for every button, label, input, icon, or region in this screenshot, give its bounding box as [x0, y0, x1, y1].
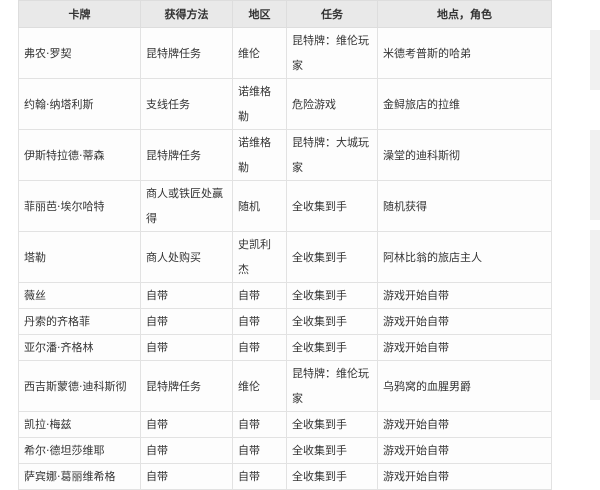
card-table: 卡牌 获得方法 地区 任务 地点，角色 弗农·罗契 昆特牌任务 维伦 昆特牌：维伦玩家…	[18, 0, 552, 490]
header-location: 地点，角色	[377, 0, 552, 28]
cell-location: 阿林比翁的旅店主人	[377, 231, 552, 283]
cell-region: 自带	[232, 463, 287, 490]
cell-card: 希尔·德坦莎维耶	[18, 437, 141, 464]
cell-location: 随机获得	[377, 180, 552, 232]
table-row: 约翰·纳塔利斯 支线任务 诺维格勒 危险游戏 金鲟旅店的拉维	[18, 78, 552, 130]
cell-location: 游戏开始自带	[377, 463, 552, 490]
table-row: 希尔·德坦莎维耶 自带 自带 全收集到手 游戏开始自带	[18, 437, 552, 464]
cell-card: 西吉斯蒙德·迪科斯彻	[18, 360, 141, 412]
cell-location: 游戏开始自带	[377, 308, 552, 335]
cell-card: 伊斯特拉德·蒂森	[18, 129, 141, 181]
cell-method: 昆特牌任务	[140, 129, 233, 181]
cell-method: 商人处购买	[140, 231, 233, 283]
cell-region: 史凯利杰	[232, 231, 287, 283]
cell-quest: 全收集到手	[286, 308, 378, 335]
cell-location: 乌鸦窝的血腥男爵	[377, 360, 552, 412]
cell-region: 自带	[232, 282, 287, 309]
cell-method: 昆特牌任务	[140, 360, 233, 412]
cell-quest: 全收集到手	[286, 282, 378, 309]
cell-card: 塔勒	[18, 231, 141, 283]
cell-region: 自带	[232, 308, 287, 335]
header-method: 获得方法	[140, 0, 233, 28]
table-row: 凯拉·梅兹 自带 自带 全收集到手 游戏开始自带	[18, 411, 552, 438]
cell-card: 丹索的齐格菲	[18, 308, 141, 335]
table-row: 丹索的齐格菲 自带 自带 全收集到手 游戏开始自带	[18, 308, 552, 335]
cell-method: 自带	[140, 463, 233, 490]
cell-card: 凯拉·梅兹	[18, 411, 141, 438]
cell-card: 弗农·罗契	[18, 27, 141, 79]
cell-location: 游戏开始自带	[377, 437, 552, 464]
header-card: 卡牌	[18, 0, 141, 28]
cell-method: 支线任务	[140, 78, 233, 130]
cell-quest: 全收集到手	[286, 411, 378, 438]
cell-location: 游戏开始自带	[377, 411, 552, 438]
cell-method: 自带	[140, 308, 233, 335]
cell-region: 诺维格勒	[232, 129, 287, 181]
cell-region: 自带	[232, 334, 287, 361]
table-row: 西吉斯蒙德·迪科斯彻 昆特牌任务 维伦 昆特牌：维伦玩家 乌鸦窝的血腥男爵	[18, 360, 552, 412]
sidebar-fragment	[590, 130, 600, 220]
cell-method: 自带	[140, 437, 233, 464]
cell-card: 萨宾娜·葛丽维希格	[18, 463, 141, 490]
table-row: 伊斯特拉德·蒂森 昆特牌任务 诺维格勒 昆特牌：大城玩家 澡堂的迪科斯彻	[18, 129, 552, 181]
table-row: 萨宾娜·葛丽维希格 自带 自带 全收集到手 游戏开始自带	[18, 463, 552, 490]
cell-region: 诺维格勒	[232, 78, 287, 130]
cell-location: 游戏开始自带	[377, 282, 552, 309]
cell-method: 商人或铁匠处赢得	[140, 180, 233, 232]
cell-region: 维伦	[232, 360, 287, 412]
header-region: 地区	[232, 0, 287, 28]
cell-region: 维伦	[232, 27, 287, 79]
sidebar-fragment	[590, 30, 600, 90]
cell-method: 自带	[140, 334, 233, 361]
cell-quest: 全收集到手	[286, 334, 378, 361]
table-row: 菲丽芭·埃尔哈特 商人或铁匠处赢得 随机 全收集到手 随机获得	[18, 180, 552, 232]
cell-quest: 全收集到手	[286, 180, 378, 232]
cell-location: 金鲟旅店的拉维	[377, 78, 552, 130]
cell-method: 自带	[140, 282, 233, 309]
cell-quest: 全收集到手	[286, 437, 378, 464]
cell-location: 澡堂的迪科斯彻	[377, 129, 552, 181]
sidebar-fragment	[590, 230, 600, 400]
table-row: 塔勒 商人处购买 史凯利杰 全收集到手 阿林比翁的旅店主人	[18, 231, 552, 283]
cell-quest: 危险游戏	[286, 78, 378, 130]
cell-method: 昆特牌任务	[140, 27, 233, 79]
cell-quest: 昆特牌：维伦玩家	[286, 27, 378, 79]
cell-quest: 全收集到手	[286, 463, 378, 490]
cell-location: 米德考普斯的哈弟	[377, 27, 552, 79]
cell-card: 菲丽芭·埃尔哈特	[18, 180, 141, 232]
cell-card: 约翰·纳塔利斯	[18, 78, 141, 130]
cell-location: 游戏开始自带	[377, 334, 552, 361]
header-quest: 任务	[286, 0, 378, 28]
cell-method: 自带	[140, 411, 233, 438]
cell-region: 随机	[232, 180, 287, 232]
cell-region: 自带	[232, 437, 287, 464]
table-row: 薇丝 自带 自带 全收集到手 游戏开始自带	[18, 282, 552, 309]
cell-quest: 昆特牌：维伦玩家	[286, 360, 378, 412]
cell-region: 自带	[232, 411, 287, 438]
table-row: 弗农·罗契 昆特牌任务 维伦 昆特牌：维伦玩家 米德考普斯的哈弟	[18, 27, 552, 79]
cell-card: 亚尔潘·齐格林	[18, 334, 141, 361]
table-header-row: 卡牌 获得方法 地区 任务 地点，角色	[18, 0, 552, 28]
table-row: 亚尔潘·齐格林 自带 自带 全收集到手 游戏开始自带	[18, 334, 552, 361]
cell-card: 薇丝	[18, 282, 141, 309]
cell-quest: 昆特牌：大城玩家	[286, 129, 378, 181]
cell-quest: 全收集到手	[286, 231, 378, 283]
